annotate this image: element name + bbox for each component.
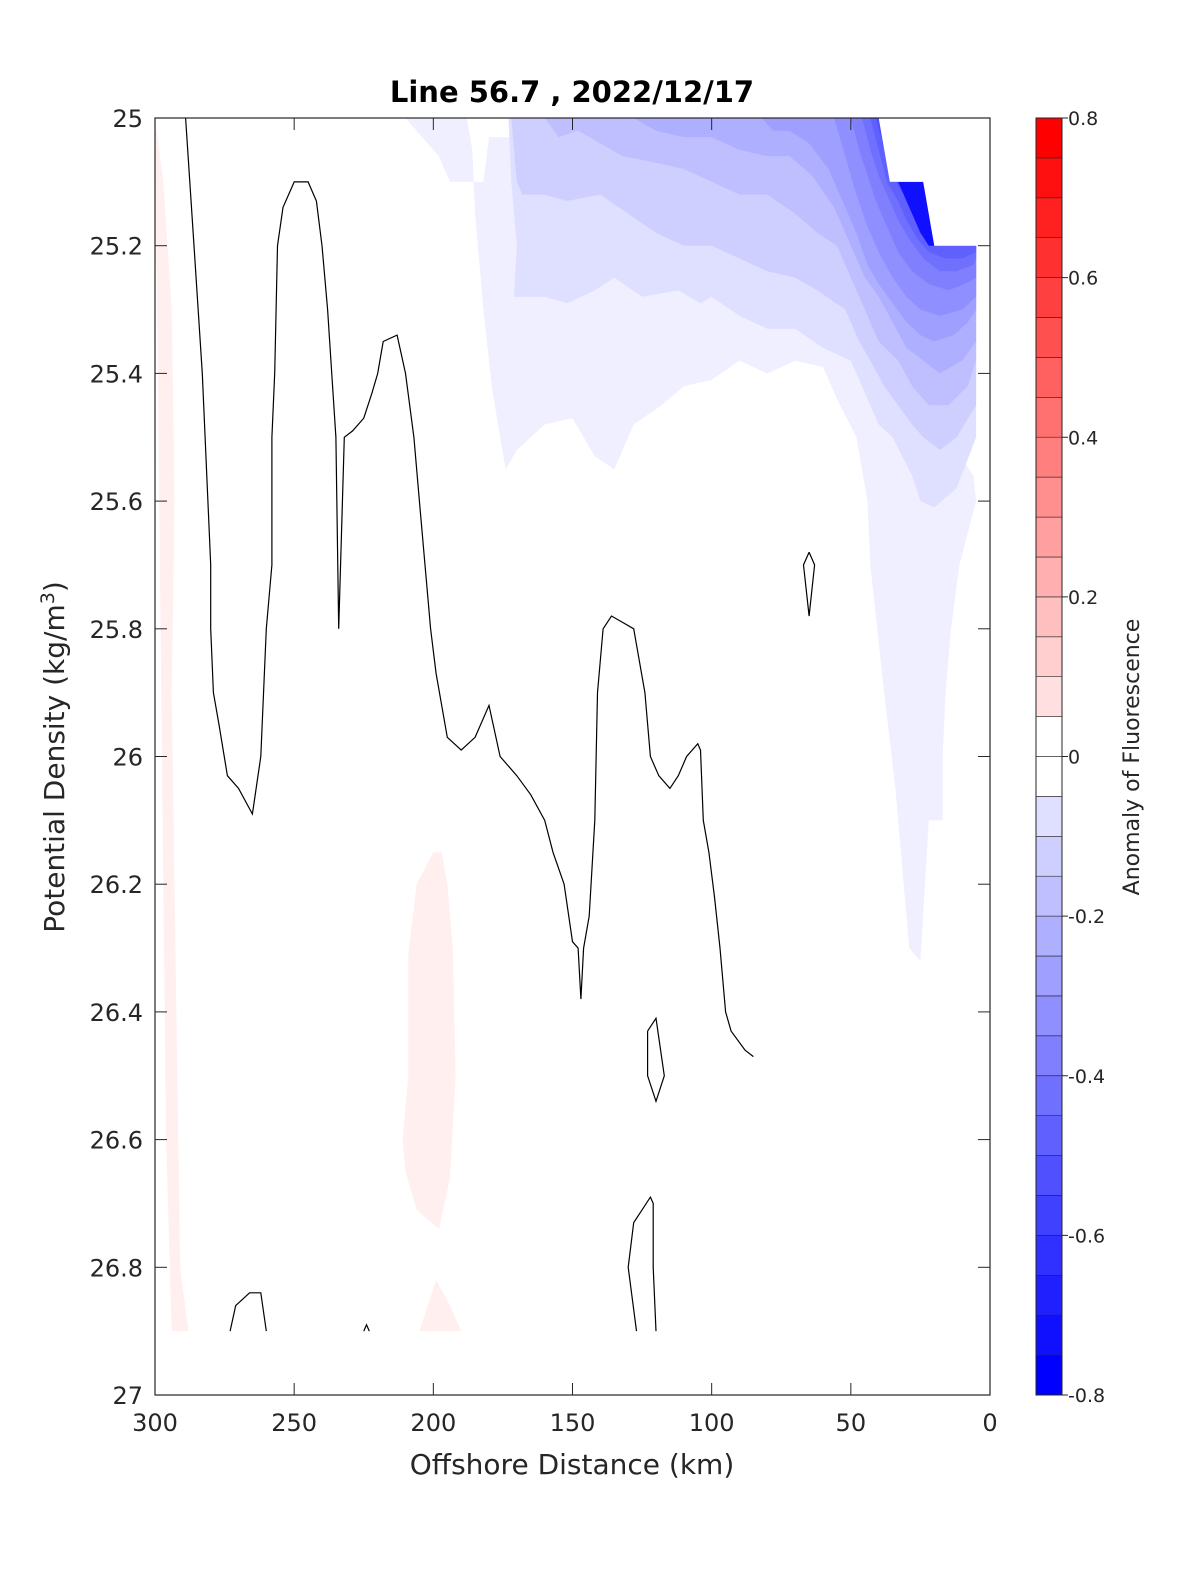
colorbar-band-1 (1035, 1314, 1063, 1356)
zero-contour-line-4 (229, 1292, 267, 1332)
y-tick-label-9: 26.8 (90, 1254, 143, 1282)
colorbar-bands (1035, 117, 1063, 1396)
colorbar-tick-label-6: -0.4 (1068, 1066, 1105, 1088)
colorbar-tick-label-2: 0.4 (1068, 427, 1098, 449)
zero-contour-line-0 (185, 117, 754, 1058)
x-tick-label-5: 50 (836, 1409, 867, 1437)
colorbar-band-10 (1035, 955, 1063, 997)
colorbar-tick-label-3: 0.2 (1068, 587, 1098, 609)
no-data-region (878, 118, 990, 246)
y-tick-label-1: 25.2 (90, 233, 143, 261)
filled-contours (155, 118, 977, 1332)
colorbar-tick-label-8: -0.8 (1068, 1385, 1105, 1407)
colorbar-tick-label-7: -0.6 (1068, 1225, 1105, 1247)
colorbar-band-7 (1035, 1075, 1063, 1117)
colorbar-band-21 (1035, 516, 1063, 558)
x-tick-label-0: 300 (132, 1409, 178, 1437)
colorbar-tick-label-1: 0.6 (1068, 268, 1098, 290)
colorbar-band-12 (1035, 875, 1063, 917)
y-tick-label-5: 26 (112, 744, 143, 772)
colorbar-band-5 (1035, 1155, 1063, 1196)
contour-fill-16 (419, 1280, 462, 1332)
y-tick-label-4: 25.8 (90, 616, 143, 644)
colorbar-band-29 (1035, 197, 1063, 239)
colorbar-band-9 (1035, 995, 1063, 1037)
colorbar-band-20 (1035, 556, 1063, 598)
colorbar-tick-label-5: -0.2 (1068, 906, 1105, 928)
plot-area: 300 250 200 150 100 50 0 2525.225.425.625.8262… (90, 105, 998, 1437)
contour-fill-15 (402, 852, 456, 1229)
colorbar: 0.8 0.6 0.4 0.2 0 -0.2 -0.4 -0.6 -0.8 (1035, 108, 1105, 1407)
colorbar-band-31 (1035, 117, 1063, 159)
colorbar-label: Anomaly of Fluorescence (1120, 619, 1145, 896)
y-axis-label-superscript: 3 (37, 592, 59, 604)
colorbar-band-22 (1035, 476, 1063, 518)
y-axis-ticks: 25 25.2 25.4 25.6 25.8 26 26.2 26.4 26.6 26.8 27 (90, 105, 990, 1410)
x-tick-label-1: 250 (271, 1409, 317, 1437)
y-tick-label-10: 27 (112, 1382, 143, 1410)
x-axis-ticks: 300 250 200 150 100 50 0 (132, 118, 998, 1437)
colorbar-band-25 (1035, 357, 1063, 398)
colorbar-band-28 (1035, 237, 1063, 278)
colorbar-band-24 (1035, 396, 1063, 438)
contour-fill-14 (155, 118, 189, 1332)
colorbar-band-3 (1035, 1235, 1063, 1276)
colorbar-tick-label-4: 0 (1068, 747, 1080, 769)
zero-contour-lines (185, 117, 816, 1332)
colorbar-band-30 (1035, 157, 1063, 199)
y-tick-label-0: 25 (112, 105, 143, 133)
x-tick-label-2: 200 (410, 1409, 456, 1437)
colorbar-band-23 (1035, 436, 1063, 478)
colorbar-frame (1035, 117, 1063, 1396)
contour-fill-4 (633, 118, 977, 374)
chart-title: Line 56.7 , 2022/12/17 (390, 75, 754, 109)
colorbar-band-2 (1035, 1275, 1063, 1316)
x-tick-label-4: 100 (689, 1409, 735, 1437)
colorbar-band-26 (1035, 317, 1063, 358)
colorbar-band-16 (1035, 716, 1063, 757)
colorbar-band-14 (1035, 796, 1063, 837)
x-axis-label: Offshore Distance (km) (410, 1448, 735, 1481)
zero-contour-line-5 (363, 1323, 370, 1332)
y-axis-label-close: ) (38, 581, 71, 592)
colorbar-band-8 (1035, 1035, 1063, 1077)
contour-fill-13 (884, 130, 935, 246)
colorbar-band-6 (1035, 1115, 1063, 1156)
x-tick-label-3: 150 (550, 1409, 596, 1437)
colorbar-band-15 (1035, 756, 1063, 797)
zero-contour-line-3 (627, 1195, 657, 1332)
zero-contour-line-2 (646, 1016, 665, 1104)
colorbar-band-19 (1035, 596, 1063, 638)
colorbar-band-17 (1035, 676, 1063, 717)
zero-contour-line-1 (802, 551, 816, 617)
y-axis-label-main: Potential Density (kg/m (38, 604, 71, 933)
colorbar-band-13 (1035, 835, 1063, 877)
colorbar-band-11 (1035, 915, 1063, 957)
colorbar-band-4 (1035, 1195, 1063, 1236)
x-tick-label-6: 0 (982, 1409, 997, 1437)
colorbar-ticks: 0.8 0.6 0.4 0.2 0 -0.2 -0.4 -0.6 -0.8 (1062, 108, 1105, 1407)
y-tick-label-2: 25.4 (90, 360, 143, 388)
no-data-mask (878, 118, 990, 246)
y-tick-label-3: 25.6 (90, 488, 143, 516)
y-tick-label-6: 26.2 (90, 871, 143, 899)
colorbar-band-18 (1035, 636, 1063, 677)
colorbar-band-27 (1035, 277, 1063, 318)
colorbar-tick-label-0: 0.8 (1068, 108, 1098, 130)
y-tick-label-8: 26.6 (90, 1127, 143, 1155)
colorbar-band-0 (1035, 1354, 1063, 1396)
y-axis-label: Potential Density (kg/m3) (37, 581, 71, 933)
y-tick-label-7: 26.4 (90, 999, 143, 1027)
